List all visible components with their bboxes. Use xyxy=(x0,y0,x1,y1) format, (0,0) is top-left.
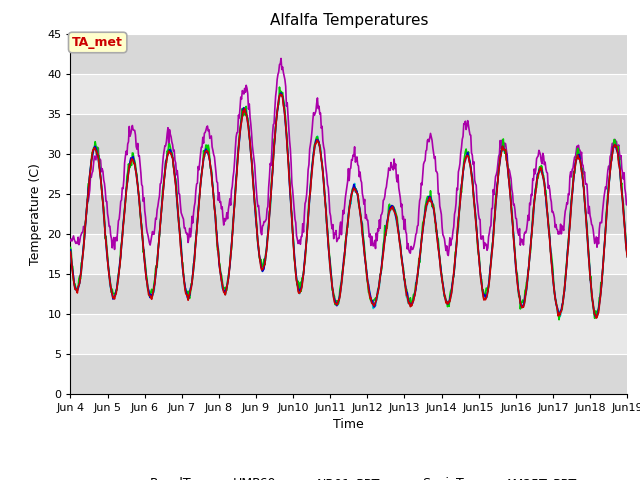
Bar xyxy=(70,114,627,154)
Bar xyxy=(70,73,627,114)
Bar xyxy=(70,354,627,394)
Y-axis label: Temperature (C): Temperature (C) xyxy=(29,163,42,264)
Bar xyxy=(70,234,627,274)
Bar xyxy=(70,154,627,193)
Legend: PanelT, HMP60, NR01_PRT, SonicT, AM25T_PRT: PanelT, HMP60, NR01_PRT, SonicT, AM25T_P… xyxy=(116,472,582,480)
X-axis label: Time: Time xyxy=(333,418,364,431)
Title: Alfalfa Temperatures: Alfalfa Temperatures xyxy=(269,13,428,28)
Bar xyxy=(70,274,627,313)
Bar xyxy=(70,193,627,234)
Bar xyxy=(70,34,627,73)
Text: TA_met: TA_met xyxy=(72,36,123,49)
Bar xyxy=(70,313,627,354)
